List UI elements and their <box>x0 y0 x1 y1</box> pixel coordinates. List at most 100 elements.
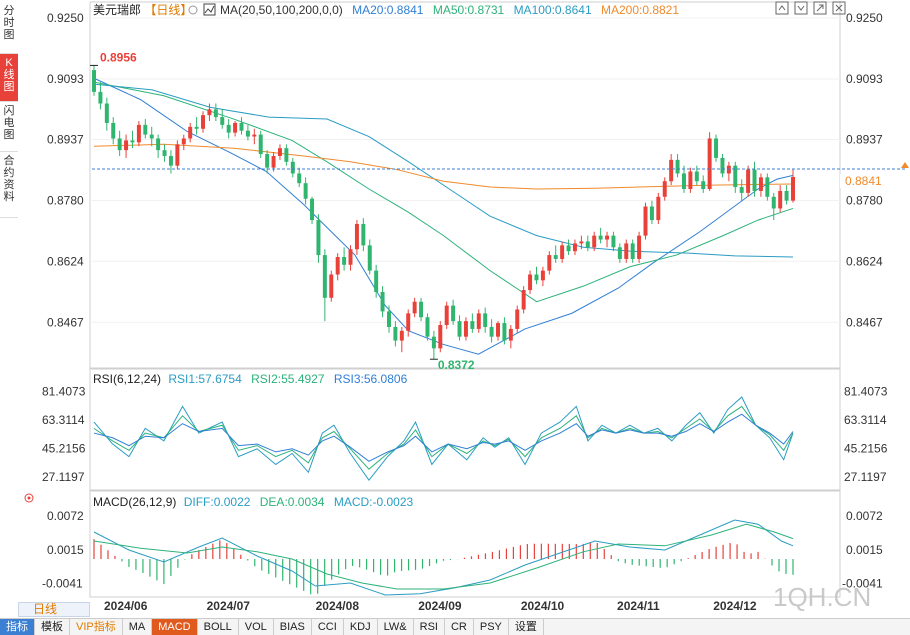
candle-body <box>419 301 424 318</box>
target-icon[interactable] <box>24 493 34 503</box>
candle-body <box>290 161 295 174</box>
side-tab-3[interactable]: 合约资料 <box>0 152 18 218</box>
indicator-button-7[interactable]: BIAS <box>274 619 312 635</box>
candle-body <box>111 122 116 139</box>
side-tab-1[interactable]: K线图 <box>0 54 18 102</box>
candle-body <box>553 255 558 259</box>
indicator-button-1[interactable]: 模板 <box>35 619 70 635</box>
indicator-button-3[interactable]: MA <box>123 619 153 635</box>
candle-body <box>637 235 642 259</box>
candle-body <box>297 173 302 184</box>
indicator-button-2[interactable]: VIP指标 <box>70 619 123 635</box>
candle-body <box>226 124 231 133</box>
indicator-button-12[interactable]: CR <box>445 619 474 635</box>
rsi-tick-left: 81.4073 <box>42 385 86 399</box>
ma50-value: MA50:0.8731 <box>433 3 505 17</box>
candle-body <box>649 206 654 221</box>
candle-body <box>284 148 289 162</box>
macd-tick-right: 0.0072 <box>846 509 883 523</box>
date-tick: 2024/11 <box>617 599 660 613</box>
candle-body <box>252 134 257 137</box>
candle-body <box>508 328 513 341</box>
close-icon[interactable] <box>832 1 846 15</box>
rsi1-value: RSI1:57.6754 <box>168 372 242 386</box>
date-tick: 2024/07 <box>207 599 251 613</box>
candle-body <box>175 144 180 166</box>
rsi-label: RSI(6,12,24) <box>93 372 161 386</box>
candle-body <box>342 257 347 265</box>
candle-body <box>412 301 417 314</box>
side-tab-2[interactable]: 闪电图 <box>0 102 18 152</box>
indicator-button-6[interactable]: VOL <box>239 619 274 635</box>
candle-body <box>463 321 468 337</box>
candle-body <box>598 235 603 240</box>
date-tick: 2024/12 <box>713 599 757 613</box>
indicator-button-5[interactable]: BOLL <box>198 619 239 635</box>
expand-icon[interactable] <box>813 1 827 15</box>
current-price-box <box>840 173 910 188</box>
arrow-up-icon[interactable] <box>775 1 789 15</box>
candle-body <box>726 165 731 174</box>
rsi-tick-left: 63.3114 <box>42 413 85 427</box>
candle-body <box>188 126 193 139</box>
candle-body <box>117 138 122 151</box>
rsi-tick-right: 63.3114 <box>844 413 887 427</box>
candle-body <box>681 173 686 189</box>
date-tick: 2024/10 <box>521 599 565 613</box>
candle-body <box>213 109 218 118</box>
macd-plot <box>93 519 794 596</box>
window-toolbar <box>775 1 846 15</box>
candle-body <box>245 130 250 137</box>
candle-body <box>572 243 577 252</box>
indicator-button-9[interactable]: KDJ <box>344 619 378 635</box>
candle-body <box>496 323 500 337</box>
ma-line-ma20 <box>93 77 794 355</box>
period-selector[interactable]: 日线 <box>18 602 90 617</box>
period-label: 【日线】 <box>144 3 192 17</box>
candle-body <box>758 177 763 191</box>
candle-body <box>528 274 533 291</box>
candle-body <box>181 138 186 145</box>
date-tick: 2024/09 <box>418 599 462 613</box>
candle-body <box>92 70 96 92</box>
indicator-button-13[interactable]: PSY <box>474 619 509 635</box>
candle-body <box>688 171 693 189</box>
high-low-markers <box>90 64 438 360</box>
indicator-button-0[interactable]: 指标 <box>0 619 35 635</box>
candle-body <box>136 124 141 143</box>
indicator-button-11[interactable]: RSI <box>414 619 445 635</box>
candle-body <box>335 257 340 275</box>
ma200-value: MA200:0.8821 <box>601 3 679 17</box>
indicator-button-8[interactable]: CCI <box>312 619 344 635</box>
ma-legend: MA(20,50,100,200,0,0) MA20:0.8841 MA50:0… <box>220 3 679 17</box>
candle-body <box>143 124 148 135</box>
macd-dea-line <box>93 523 794 590</box>
price-tick-right: 0.8467 <box>846 315 883 329</box>
diff-value: DIFF:0.0022 <box>184 495 251 509</box>
side-tab-0[interactable]: 分时图 <box>0 2 18 54</box>
price-tick-left: 0.9093 <box>47 72 84 86</box>
indicator-button-14[interactable]: 设置 <box>509 619 544 635</box>
candle-body <box>316 220 321 256</box>
ma-line-ma50 <box>93 81 794 303</box>
price-tick-right: 0.9093 <box>846 72 883 86</box>
moving-average-lines <box>93 77 794 355</box>
settings-icon[interactable] <box>188 5 198 15</box>
rsi-legend: RSI(6,12,24) RSI1:57.6754 RSI2:55.4927 R… <box>93 372 408 386</box>
candle-body <box>207 109 212 116</box>
indicator-toolbar: 指标 模板 VIP指标 MA MACD BOLL VOL BIAS CCI KDJ LW& RSI CR… <box>0 618 910 635</box>
candle-body <box>540 270 545 281</box>
indicator-button-4[interactable]: MACD <box>152 619 198 635</box>
candle-body <box>643 206 648 236</box>
candle-body <box>547 255 552 271</box>
ma-line-ma100 <box>93 83 794 258</box>
candle-body <box>149 134 154 139</box>
price-tick-right: 0.8624 <box>846 254 883 268</box>
indicator-icon[interactable] <box>203 3 216 16</box>
indicator-button-10[interactable]: LW& <box>378 619 414 635</box>
chart-canvas[interactable]: 0.9250 0.9250 0.9093 0.9093 0.8937 0.8937 0.87… <box>0 0 910 618</box>
candle-body <box>662 181 667 197</box>
down-icon[interactable] <box>794 1 808 15</box>
candlesticks <box>92 65 795 360</box>
candle-body <box>784 190 789 201</box>
